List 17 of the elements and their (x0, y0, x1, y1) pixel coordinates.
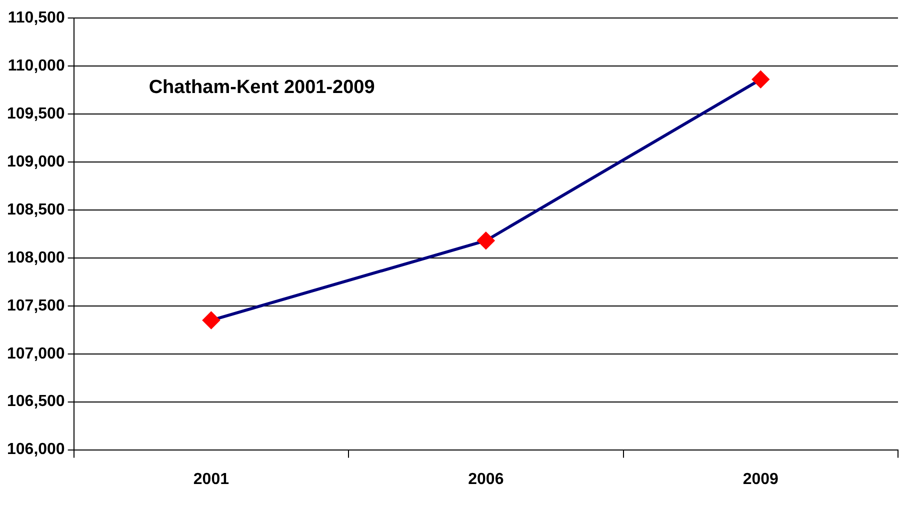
y-tick-label: 108,500 (6, 201, 65, 218)
y-tick-label: 107,000 (6, 345, 65, 362)
x-tick-label: 2006 (468, 470, 504, 488)
y-tick-label: 110,000 (8, 57, 65, 74)
y-tick-label: 108,000 (6, 249, 65, 266)
point (477, 232, 494, 250)
y-tick-label: 110,500 (8, 9, 65, 26)
y-tick-label: 109,500 (6, 105, 65, 122)
point (202, 312, 220, 329)
y-tick-label: 106,000 (6, 441, 65, 458)
y-tick-label: 109,000 (6, 153, 65, 170)
point (752, 70, 770, 88)
text: Chatham-Kent 2001-2009 (148, 77, 375, 98)
x-tick-label: 2009 (742, 470, 779, 488)
y-tick-label: 107,500 (6, 297, 65, 314)
y-tick-label: 106,500 (6, 393, 65, 410)
x-tick-label: 2001 (193, 470, 230, 488)
